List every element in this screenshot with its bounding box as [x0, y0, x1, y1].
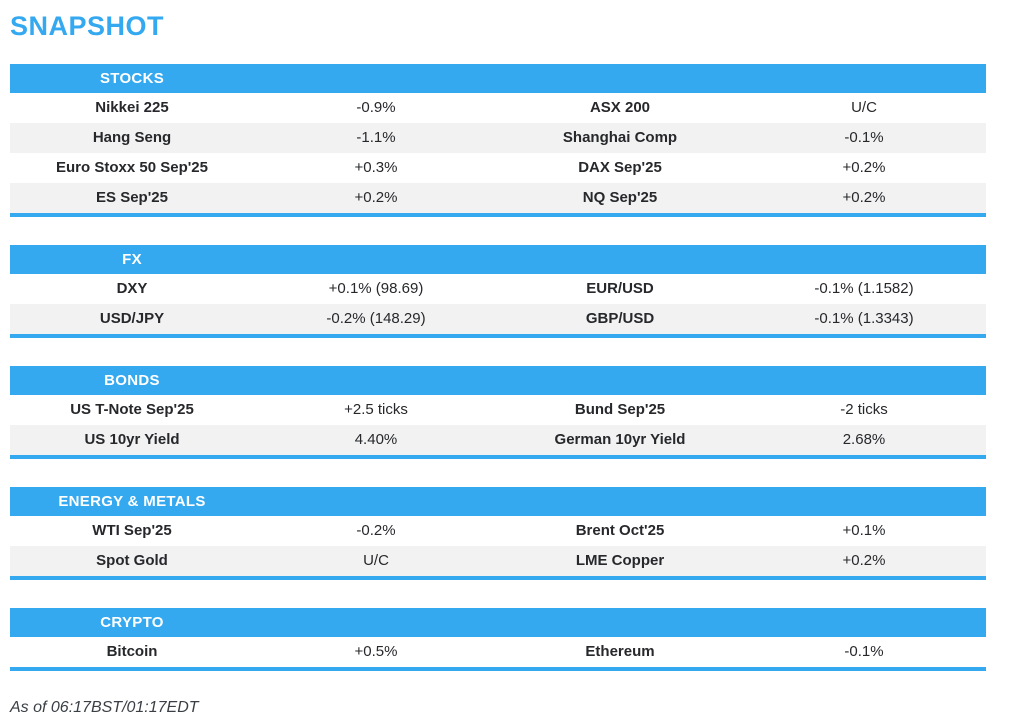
- instrument-value: +0.5%: [354, 643, 398, 661]
- section-rows: WTI Sep'25 -0.2% Brent Oct'25 +0.1% Spot…: [10, 515, 986, 576]
- instrument-label: ES Sep'25: [96, 189, 168, 207]
- table-row: Hang Seng -1.1% Shanghai Comp -0.1%: [10, 122, 986, 153]
- instrument-label: USD/JPY: [99, 310, 165, 328]
- instrument-value: +2.5 ticks: [344, 401, 408, 419]
- table-row: US T-Note Sep'25 +2.5 ticks Bund Sep'25 …: [10, 394, 986, 425]
- section-crypto: CRYPTO Bitcoin +0.5% Ethereum -0.1%: [10, 607, 986, 671]
- instrument-label: Euro Stoxx 50 Sep'25: [56, 159, 208, 177]
- instrument-label: ASX 200: [589, 99, 651, 117]
- section-rows: Nikkei 225 -0.9% ASX 200 U/C Hang Seng -…: [10, 92, 986, 213]
- table-row: DXY +0.1% (98.69) EUR/USD -0.1% (1.1582): [10, 273, 986, 304]
- instrument-label: Spot Gold: [96, 552, 168, 570]
- table-row: Spot Gold U/C LME Copper +0.2%: [10, 545, 986, 576]
- instrument-value: -0.1%: [844, 643, 884, 661]
- table-row: Euro Stoxx 50 Sep'25 +0.3% DAX Sep'25 +0…: [10, 152, 986, 183]
- instrument-value: -0.1% (1.3343): [814, 310, 914, 328]
- instrument-label: LME Copper: [575, 552, 665, 570]
- instrument-value: -2 ticks: [840, 401, 888, 419]
- section-rows: Bitcoin +0.5% Ethereum -0.1%: [10, 636, 986, 667]
- table-row: US 10yr Yield 4.40% German 10yr Yield 2.…: [10, 424, 986, 455]
- instrument-value: +0.1% (98.69): [328, 280, 424, 298]
- section-header-fx: FX: [10, 244, 986, 274]
- instrument-value: U/C: [363, 552, 389, 570]
- timestamp: As of 06:17BST/01:17EDT: [10, 698, 199, 716]
- section-energy-metals: ENERGY & METALS WTI Sep'25 -0.2% Brent O…: [10, 486, 986, 580]
- instrument-value: U/C: [851, 99, 877, 117]
- table-row: Bitcoin +0.5% Ethereum -0.1%: [10, 636, 986, 667]
- section-title-label: ENERGY & METALS: [58, 492, 206, 510]
- instrument-value: +0.2%: [842, 159, 886, 177]
- section-stocks: STOCKS Nikkei 225 -0.9% ASX 200 U/C Hang…: [10, 63, 986, 217]
- instrument-label: US T-Note Sep'25: [70, 401, 194, 419]
- section-header-energy-metals: ENERGY & METALS: [10, 486, 986, 516]
- instrument-value: -0.2%: [356, 522, 396, 540]
- instrument-value: 4.40%: [354, 431, 398, 449]
- section-title-label: FX: [122, 250, 142, 268]
- instrument-value: +0.2%: [842, 552, 886, 570]
- section-title-label: CRYPTO: [100, 613, 164, 631]
- section-title-label: BONDS: [104, 371, 160, 389]
- instrument-value: 2.68%: [842, 431, 886, 449]
- snapshot-table: STOCKS Nikkei 225 -0.9% ASX 200 U/C Hang…: [10, 63, 986, 671]
- instrument-value: -1.1%: [356, 129, 396, 147]
- instrument-value: -0.1% (1.1582): [814, 280, 914, 298]
- instrument-label: WTI Sep'25: [92, 522, 172, 540]
- instrument-label: DXY: [116, 280, 148, 298]
- instrument-value: +0.2%: [842, 189, 886, 207]
- instrument-label: German 10yr Yield: [554, 431, 686, 449]
- table-row: ES Sep'25 +0.2% NQ Sep'25 +0.2%: [10, 182, 986, 213]
- section-rows: DXY +0.1% (98.69) EUR/USD -0.1% (1.1582)…: [10, 273, 986, 334]
- instrument-label: Bitcoin: [106, 643, 158, 661]
- instrument-label: GBP/USD: [585, 310, 655, 328]
- instrument-label: Brent Oct'25: [575, 522, 665, 540]
- instrument-label: EUR/USD: [586, 280, 654, 298]
- instrument-label: US 10yr Yield: [84, 431, 180, 449]
- table-row: Nikkei 225 -0.9% ASX 200 U/C: [10, 92, 986, 123]
- instrument-label: DAX Sep'25: [578, 159, 662, 177]
- instrument-value: -0.9%: [356, 99, 396, 117]
- instrument-value: +0.2%: [354, 189, 398, 207]
- instrument-label: NQ Sep'25: [582, 189, 658, 207]
- section-header-bonds: BONDS: [10, 365, 986, 395]
- page-title: SNAPSHOT: [10, 11, 165, 41]
- instrument-label: Ethereum: [585, 643, 655, 661]
- instrument-value: +0.1%: [842, 522, 886, 540]
- table-row: WTI Sep'25 -0.2% Brent Oct'25 +0.1%: [10, 515, 986, 546]
- instrument-value: -0.1%: [844, 129, 884, 147]
- section-rows: US T-Note Sep'25 +2.5 ticks Bund Sep'25 …: [10, 394, 986, 455]
- instrument-label: Shanghai Comp: [562, 129, 678, 147]
- section-header-stocks: STOCKS: [10, 63, 986, 93]
- section-title-label: STOCKS: [99, 69, 165, 87]
- section-header-crypto: CRYPTO: [10, 607, 986, 637]
- instrument-value: -0.2% (148.29): [326, 310, 426, 328]
- section-fx: FX DXY +0.1% (98.69) EUR/USD -0.1% (1.15…: [10, 244, 986, 338]
- table-row: USD/JPY -0.2% (148.29) GBP/USD -0.1% (1.…: [10, 303, 986, 334]
- instrument-label: Nikkei 225: [95, 99, 169, 117]
- instrument-label: Bund Sep'25: [574, 401, 666, 419]
- instrument-value: +0.3%: [354, 159, 398, 177]
- instrument-label: Hang Seng: [92, 129, 172, 147]
- section-bonds: BONDS US T-Note Sep'25 +2.5 ticks Bund S…: [10, 365, 986, 459]
